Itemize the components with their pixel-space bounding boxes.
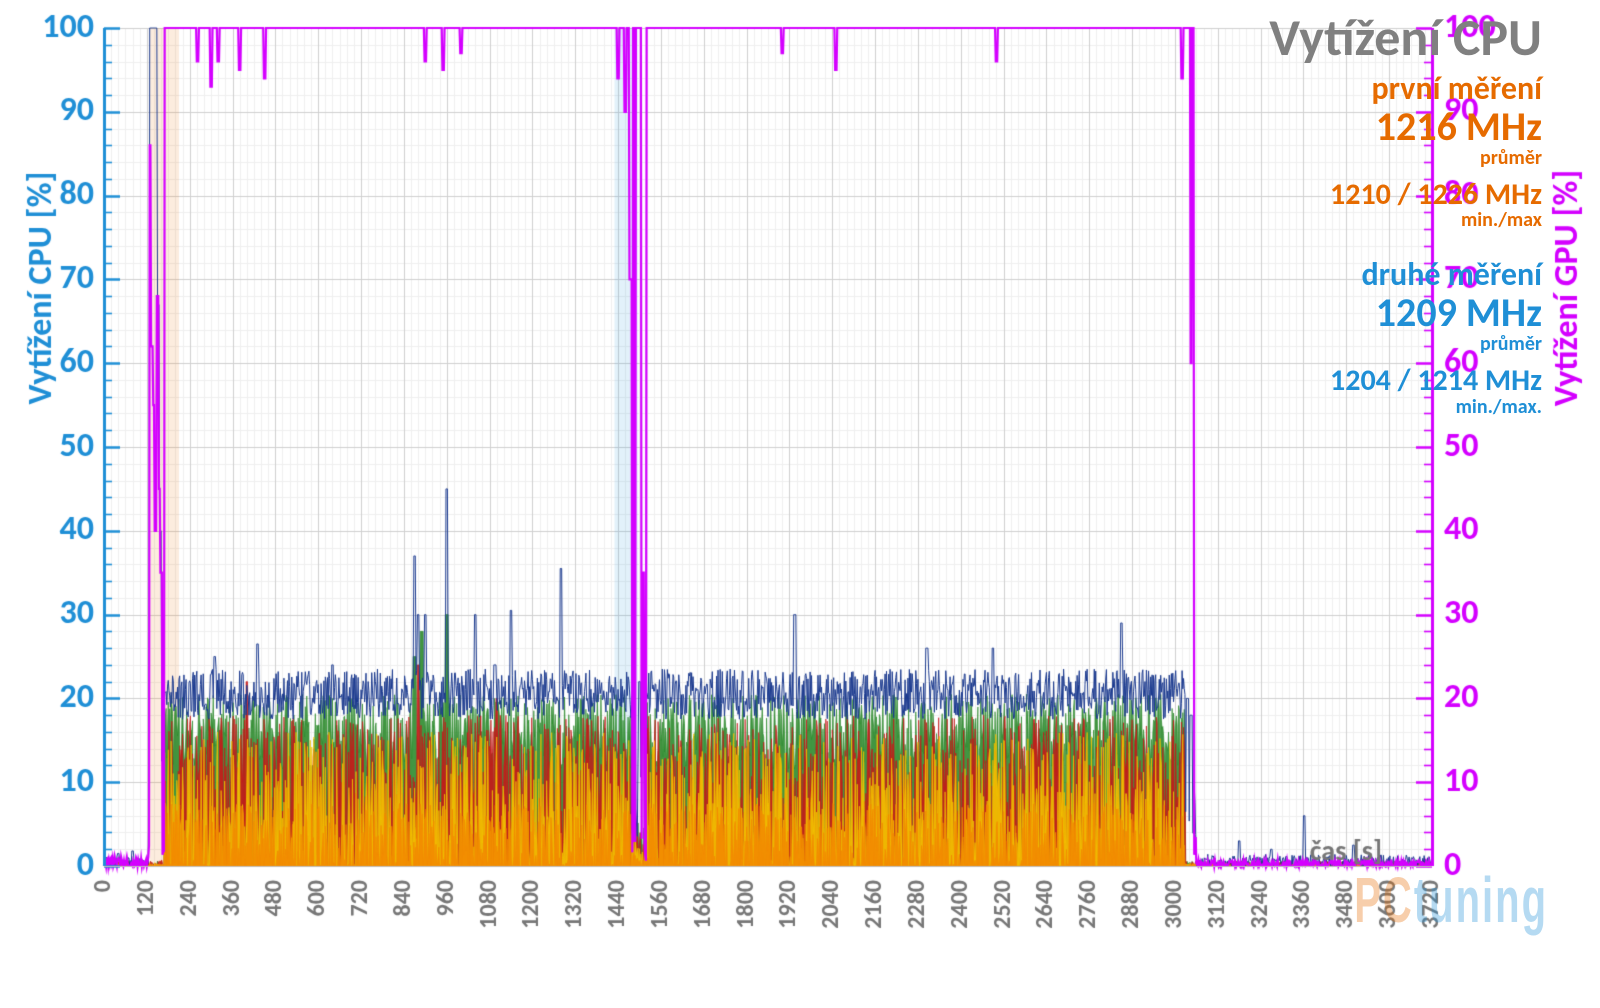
utilization-chart (0, 0, 1600, 1008)
